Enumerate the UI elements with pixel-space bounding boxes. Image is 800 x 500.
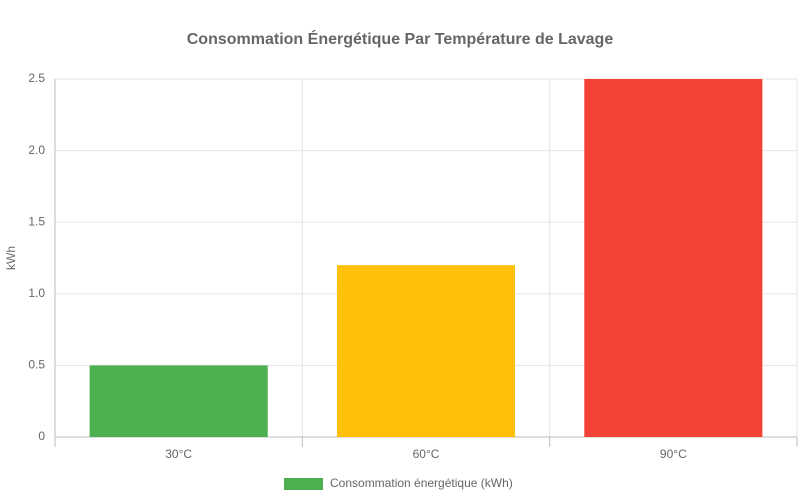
bar <box>584 79 763 437</box>
legend-label: Consommation énergétique (kWh) <box>330 476 513 490</box>
y-tick-label: 2.0 <box>28 143 45 157</box>
bar <box>89 365 268 437</box>
bar <box>336 265 516 437</box>
y-tick-label: 1.0 <box>28 286 45 300</box>
y-axis-label: kWh <box>4 246 18 270</box>
chart-title: Consommation Énergétique Par Température… <box>187 29 614 48</box>
y-tick-label: 0.5 <box>28 358 45 372</box>
x-tick-label: 60°C <box>413 447 440 461</box>
x-tick-label: 90°C <box>660 447 687 461</box>
y-tick-label: 1.5 <box>28 214 45 228</box>
y-tick-label: 2.5 <box>28 71 45 85</box>
legend-swatch <box>284 478 323 490</box>
y-tick-label: 0 <box>38 429 45 443</box>
x-tick-label: 30°C <box>165 447 192 461</box>
